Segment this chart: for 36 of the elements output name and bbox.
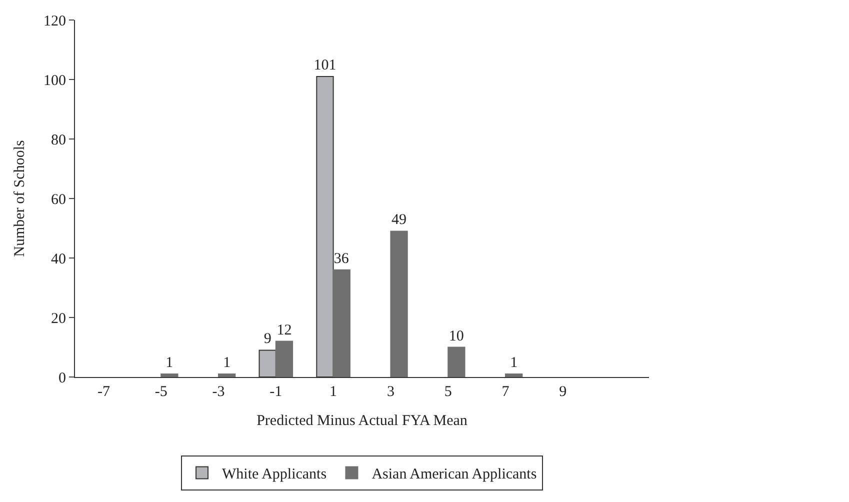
y-tick-label: 40 (51, 251, 66, 268)
x-tick-label: -7 (97, 384, 110, 400)
data-label: 1 (166, 355, 174, 372)
y-tick-label: 60 (51, 192, 66, 208)
legend-label: White Applicants (222, 466, 327, 483)
data-label: 101 (314, 58, 336, 74)
bar (505, 374, 523, 377)
data-label: 1 (223, 355, 231, 372)
bar (218, 374, 236, 377)
y-tick-label: 0 (58, 370, 66, 386)
data-label: 10 (448, 328, 464, 344)
data-label: 9 (264, 331, 272, 348)
data-label: 49 (392, 212, 407, 228)
x-tick-label: 7 (502, 384, 510, 400)
bar (275, 340, 294, 377)
data-label: 36 (334, 250, 350, 267)
x-tick-label: -1 (270, 384, 282, 400)
y-tick-label: 120 (44, 13, 66, 30)
x-tick-label: 9 (559, 384, 567, 400)
x-tick-label: 5 (444, 384, 452, 400)
bar (390, 230, 408, 377)
y-tick-label: 100 (44, 72, 66, 89)
x-tick-label: -5 (154, 384, 168, 400)
y-axis-title: Number of Schools (12, 140, 28, 257)
x-tick-label: 3 (386, 384, 394, 400)
x-axis-title: Predicted Minus Actual FYA Mean (256, 413, 468, 429)
bar (448, 346, 466, 377)
x-tick-label: 1 (330, 384, 338, 400)
data-label: 12 (276, 322, 292, 338)
y-tick-label: 20 (51, 310, 66, 327)
y-tick-label: 80 (51, 132, 66, 148)
bar (332, 269, 350, 377)
x-tick-label: -3 (212, 384, 225, 400)
legend-label: Asian American Applicants (372, 466, 537, 483)
data-label: 1 (510, 355, 518, 372)
bar (160, 374, 178, 377)
